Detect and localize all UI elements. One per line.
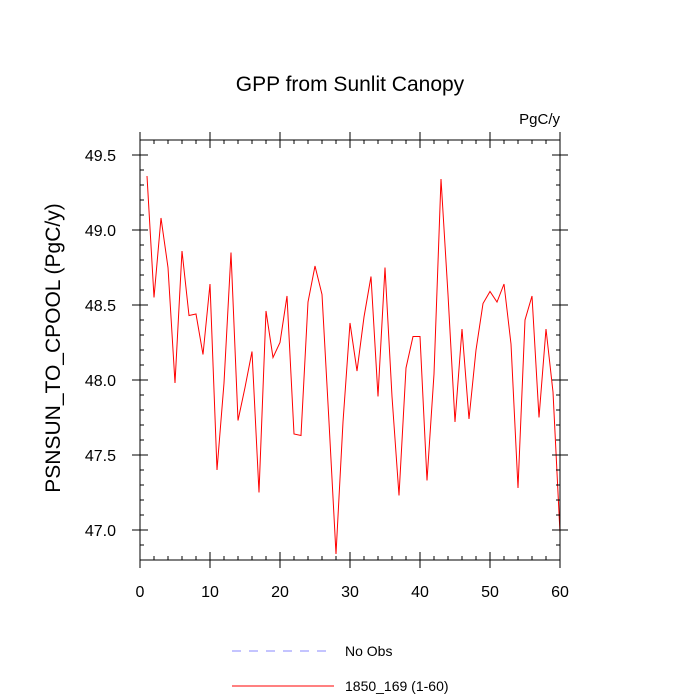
y-tick-label: 47.5 [85,448,116,465]
y-tick-label: 49.5 [85,148,116,165]
axis-ticks [132,132,568,568]
x-tick-label: 20 [271,584,289,601]
x-tick-label: 0 [136,584,145,601]
x-tick-label: 50 [481,584,499,601]
legend-label: 1850_169 (1-60) [345,678,449,694]
y-axis-label: PSNSUN_TO_CPOOL (PgC/y) [42,203,65,492]
y-tick-label: 48.5 [85,298,116,315]
x-tick-label: 60 [551,584,569,601]
y-tick-label: 49.0 [85,223,116,240]
chart-title: GPP from Sunlit Canopy [236,73,465,96]
units-label: PgC/y [519,111,560,128]
legend-label: No Obs [345,643,392,659]
y-tick-label: 48.0 [85,373,116,390]
series-line [146,175,561,555]
x-tick-label: 10 [201,584,219,601]
x-tick-label: 30 [341,584,359,601]
y-tick-label: 47.0 [85,523,116,540]
axis-tick-labels: 0 10 20 30 40 50 60 47.0 47.5 48.0 48.5 49.0 49.5 [85,148,569,601]
plot-series [146,175,561,555]
legend: No Obs 1850_169 (1-60) [232,643,449,694]
x-tick-label: 40 [411,584,429,601]
